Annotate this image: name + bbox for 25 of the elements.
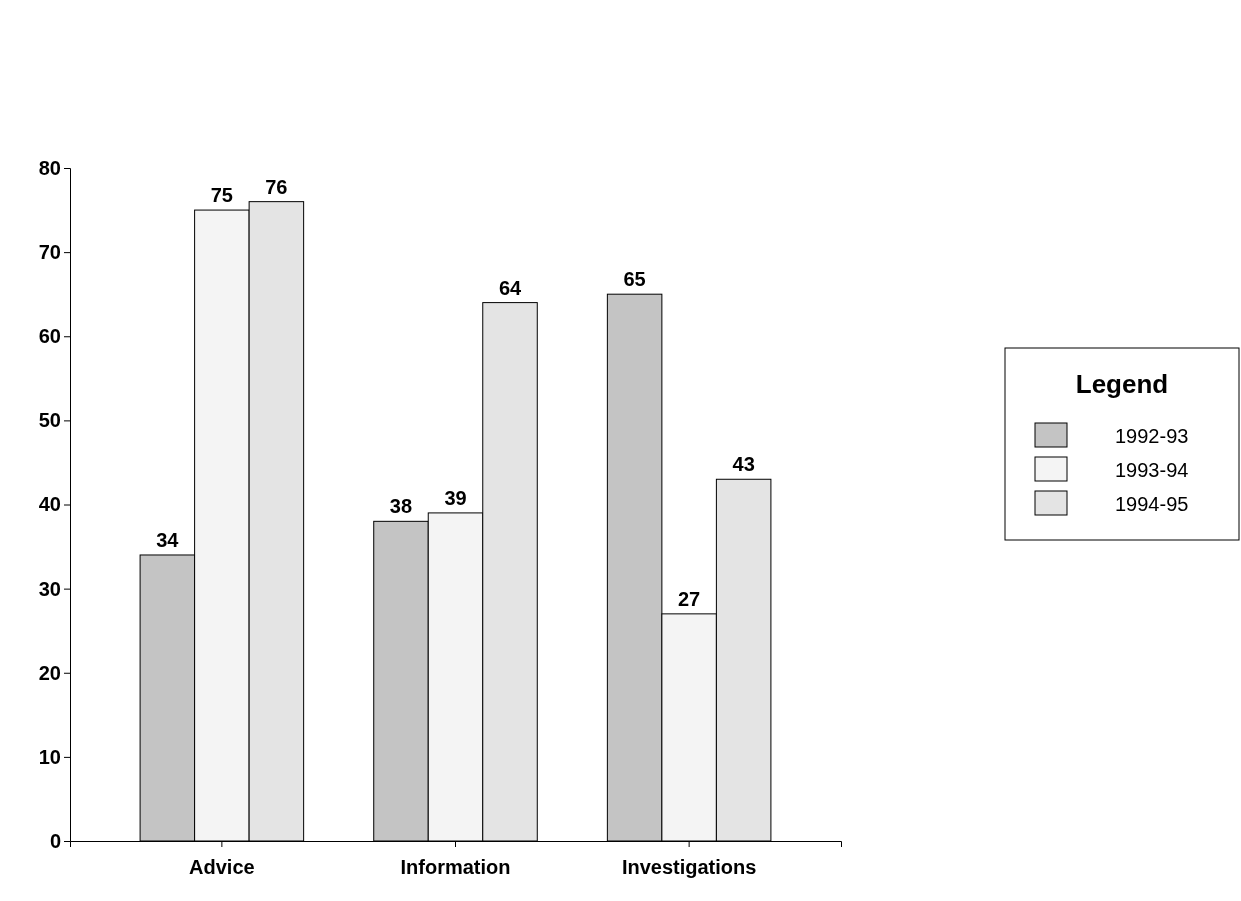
data-label: 76: [265, 175, 288, 198]
y-tick-label: 0: [49, 829, 61, 852]
legend-title: Legend: [1075, 369, 1169, 399]
y-tick-label: 40: [38, 493, 61, 516]
data-label: 39: [444, 486, 467, 509]
x-tick-label: Information: [400, 856, 511, 878]
x-tick-label: Advice: [189, 856, 255, 878]
legend-label: 1994-95: [1115, 493, 1189, 515]
y-tick-label: 10: [38, 745, 61, 768]
x-tick-label: Investigations: [621, 856, 757, 878]
data-label: 65: [623, 268, 646, 291]
legend-label: 1992-93: [1115, 425, 1189, 447]
y-tick-label: 70: [38, 241, 61, 264]
data-label: 75: [210, 184, 233, 207]
data-label: 43: [732, 453, 755, 476]
y-tick-label: 20: [38, 661, 61, 684]
y-tick-label: 30: [38, 577, 61, 600]
data-label: 38: [389, 495, 413, 518]
data-label: 34: [156, 528, 180, 551]
y-tick-label: 80: [38, 156, 61, 179]
data-label: 27: [678, 587, 701, 610]
y-tick-label: 50: [38, 409, 61, 432]
legend-label: 1993-94: [1115, 459, 1189, 481]
y-tick-label: 60: [38, 325, 61, 348]
data-label: 64: [498, 276, 523, 299]
